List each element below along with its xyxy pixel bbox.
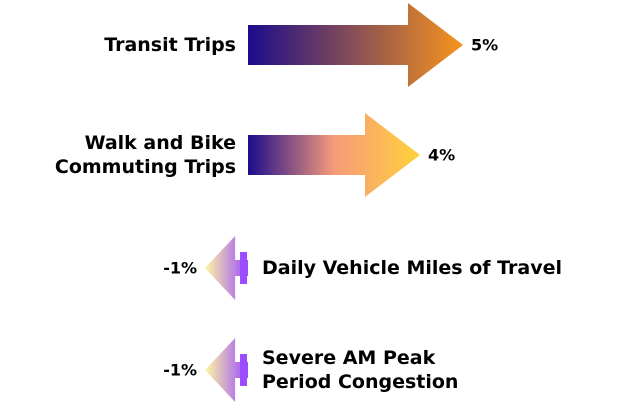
origin-bar [240, 354, 247, 386]
arrow [248, 113, 420, 197]
value-label: -1% [163, 258, 197, 278]
value-label: 4% [428, 145, 456, 165]
arrow [248, 3, 463, 87]
arrow [205, 236, 248, 300]
arrow [205, 338, 248, 402]
category-label: Walk and Bike Commuting Trips [54, 132, 236, 178]
value-label: -1% [163, 360, 197, 380]
category-label: Transit Trips [104, 34, 236, 56]
category-label: Severe AM Peak Period Congestion [262, 347, 459, 393]
origin-bar [240, 252, 247, 284]
value-label: 5% [471, 35, 499, 55]
category-label: Daily Vehicle Miles of Travel [262, 257, 563, 279]
